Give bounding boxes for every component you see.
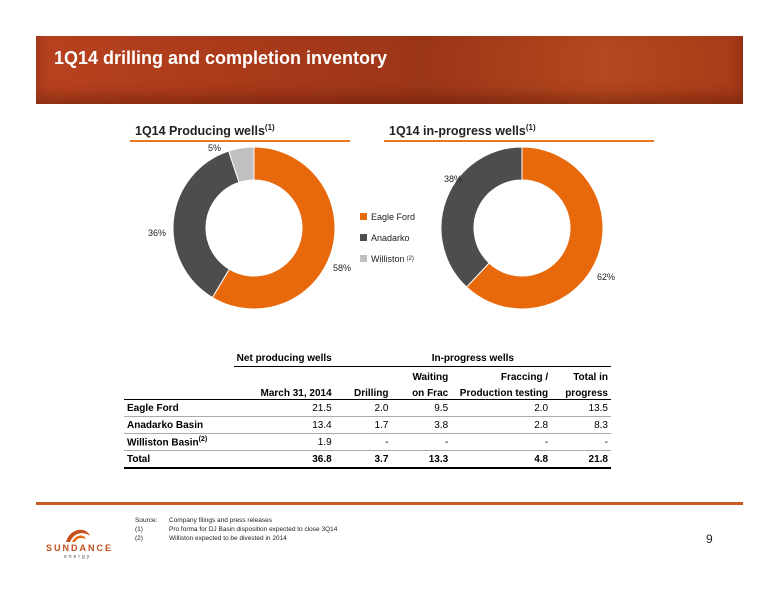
inprogress-chart-title: 1Q14 in-progress wells(1) [389, 123, 536, 138]
col-total-line2: progress [551, 383, 611, 400]
legend-item-anadarko: Anadarko [360, 227, 415, 248]
cell-drilling: 1.7 [334, 416, 392, 434]
inprogress-chart-title-sup: (1) [525, 123, 536, 132]
total-total: 21.8 [551, 450, 611, 469]
producing-title-rule [130, 140, 350, 142]
legend-item-eagle-ford: Eagle Ford [360, 206, 415, 227]
inprogress-chart-title-text: 1Q14 in-progress wells [389, 124, 526, 139]
footnote-2: (2) Williston expected to be divested in … [135, 534, 337, 543]
col-total-line1: Total in [573, 372, 608, 383]
producing-chart-title: 1Q14 Producing wells(1) [135, 123, 275, 138]
footnote-text: Williston expected to be divested in 201… [169, 535, 287, 542]
legend-swatch-eagle-ford [360, 213, 367, 220]
inprogress-slice-eagle-ford [465, 146, 604, 310]
cell-total: 8.3 [551, 416, 611, 434]
row-label: Williston Basin(2) [124, 433, 234, 451]
cell-drilling: - [334, 433, 392, 451]
group-spacer [124, 350, 234, 367]
producing-slice-anadarko [172, 150, 240, 299]
table-header-row-2: March 31, 2014 Drilling on Frac Producti… [124, 383, 611, 400]
header-spacer-2 [234, 367, 335, 384]
table-group-header: Net producing wells In-progress wells [124, 350, 611, 367]
page-title: 1Q14 drilling and completion inventory [54, 48, 388, 68]
col-waiting-line2: on Frac [391, 383, 452, 400]
producing-eagle-ford-pct: 58% [333, 263, 352, 273]
legend-label-williston: Williston [371, 253, 405, 264]
header-spacer-1 [124, 367, 234, 384]
producing-chart-title-text: 1Q14 Producing wells [135, 124, 265, 139]
row-label: Anadarko Basin [124, 416, 234, 434]
total-fraccing: 4.8 [451, 450, 552, 469]
group-in-progress: In-progress wells [334, 350, 611, 367]
col-waiting-line1: Waiting [412, 372, 449, 383]
cell-net: 13.4 [233, 416, 335, 434]
producing-donut-chart [172, 146, 336, 310]
cell-net: 21.5 [233, 399, 335, 417]
col-drilling: Drilling [334, 383, 392, 400]
producing-slice-eagle-ford [211, 146, 336, 310]
header-spacer-4 [124, 383, 234, 400]
footnote-1: (1) Pro forma for DJ Basin disposition ex… [135, 525, 337, 534]
table-row: Eagle Ford 21.5 2.0 9.5 2.0 13.5 [124, 399, 611, 417]
cell-fraccing: 2.0 [451, 399, 552, 417]
total-drilling: 3.7 [334, 450, 392, 469]
total-label: Total [124, 450, 234, 469]
cell-total: 13.5 [551, 399, 611, 417]
table-row: Anadarko Basin 13.4 1.7 3.8 2.8 8.3 [124, 416, 611, 434]
producing-chart-title-sup: (1) [264, 123, 275, 132]
cell-drilling: 2.0 [334, 399, 392, 417]
footer-rule [36, 502, 743, 505]
total-waiting: 13.3 [391, 450, 452, 469]
inprogress-donut-chart [440, 146, 604, 310]
footnote-key: (1) [135, 526, 143, 533]
legend-williston-sup: (2) [406, 255, 414, 262]
col-fraccing-line1: Fraccing / [500, 372, 549, 383]
logo-subtext: energy [64, 554, 92, 560]
cell-net: 1.9 [233, 433, 335, 451]
legend-label-anadarko: Anadarko [371, 232, 410, 243]
cell-fraccing: - [451, 433, 552, 451]
sundance-logo-icon [66, 529, 90, 542]
inprogress-eagle-ford-pct: 62% [597, 272, 616, 282]
legend-label-eagle-ford: Eagle Ford [371, 211, 416, 222]
row-label-text: Williston Basin [127, 437, 199, 449]
inprogress-slice-anadarko [440, 146, 523, 288]
col-date: March 31, 2014 [233, 383, 335, 400]
header-spacer-3 [335, 367, 392, 384]
cell-total: - [551, 433, 611, 451]
group-net-producing: Net producing wells [233, 350, 335, 367]
inprogress-anadarko-pct: 38% [444, 174, 463, 184]
row-label: Eagle Ford [124, 399, 234, 417]
footnote-key: (2) [135, 535, 143, 542]
table-row: Williston Basin(2) 1.9 - - - - [124, 433, 611, 451]
footnote-key: Source: [135, 517, 158, 524]
page-number: 9 [706, 532, 713, 546]
footnote-text: Company filings and press releases [169, 517, 272, 524]
cell-waiting: 9.5 [391, 399, 452, 417]
chart-legend: Eagle Ford Anadarko Williston (2) [360, 206, 415, 269]
table-total-row: Total 36.8 3.7 13.3 4.8 21.8 [124, 450, 611, 469]
producing-williston-pct: 5% [208, 143, 222, 153]
footnote-source: Source: Company filings and press release… [135, 516, 337, 525]
row-label-sup: (2) [198, 435, 208, 443]
logo-wordmark: SUNDANCE [46, 543, 114, 553]
legend-swatch-williston [360, 255, 367, 262]
producing-anadarko-pct: 36% [148, 228, 167, 238]
producing-slice-williston [228, 146, 255, 184]
total-net: 36.8 [233, 450, 335, 469]
cell-fraccing: 2.8 [451, 416, 552, 434]
cell-waiting: - [391, 433, 452, 451]
col-fraccing-line2: Production testing [451, 383, 552, 400]
cell-waiting: 3.8 [391, 416, 452, 434]
header-banner: 1Q14 drilling and completion inventory [36, 36, 743, 104]
footnotes: Source: Company filings and press release… [135, 516, 337, 543]
footnote-text: Pro forma for DJ Basin disposition expec… [169, 526, 338, 533]
table-header-row-1: Waiting Fraccing / Total in [124, 367, 611, 384]
legend-swatch-anadarko [360, 234, 367, 241]
inprogress-title-rule [384, 140, 654, 142]
legend-item-williston: Williston (2) [360, 248, 415, 269]
inventory-table: Net producing wells In-progress wells Wa… [124, 350, 611, 469]
